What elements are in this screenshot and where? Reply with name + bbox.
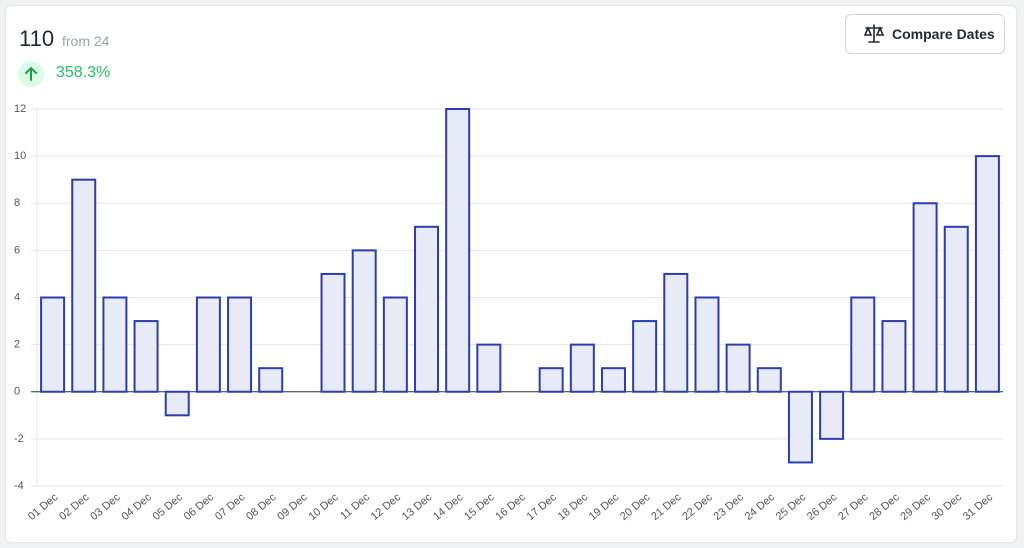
y-tick-label: 2 bbox=[14, 339, 20, 351]
arrow-svg bbox=[25, 66, 37, 81]
bar bbox=[476, 343, 502, 393]
previous-value: from 24 bbox=[62, 33, 110, 49]
up-arrow-icon bbox=[18, 61, 44, 87]
y-tick-label: -4 bbox=[14, 480, 24, 492]
bar bbox=[40, 296, 66, 393]
bar bbox=[445, 108, 471, 393]
bar bbox=[382, 296, 408, 393]
bar bbox=[133, 320, 159, 393]
card: 110 from 24 358.3% Compare Dates bbox=[5, 5, 1017, 543]
bar bbox=[787, 390, 813, 464]
bar bbox=[632, 320, 658, 393]
x-tick-label: 02 Dec bbox=[57, 491, 92, 523]
bar bbox=[974, 155, 1000, 393]
x-tick-label: 17 Dec bbox=[525, 491, 560, 523]
x-tick-label: 07 Dec bbox=[213, 491, 248, 523]
bar bbox=[414, 225, 440, 393]
x-tick-label: 14 Dec bbox=[431, 491, 466, 523]
bar bbox=[912, 202, 938, 393]
bar bbox=[538, 367, 564, 393]
x-tick-label: 12 Dec bbox=[369, 491, 404, 523]
x-tick-label: 08 Dec bbox=[244, 491, 279, 523]
bar bbox=[600, 367, 626, 393]
total-value: 110 bbox=[19, 26, 55, 51]
scale-icon bbox=[863, 24, 885, 43]
x-tick-label: 18 Dec bbox=[556, 491, 591, 523]
button-label: Compare Dates bbox=[892, 26, 995, 42]
x-tick-label: 30 Dec bbox=[930, 491, 965, 523]
x-tick-label: 27 Dec bbox=[836, 491, 871, 523]
x-tick-label: 16 Dec bbox=[493, 491, 528, 523]
bar bbox=[71, 178, 97, 393]
x-tick-label: 22 Dec bbox=[680, 491, 715, 523]
bar bbox=[351, 249, 377, 393]
x-tick-label: 03 Dec bbox=[88, 491, 123, 523]
x-tick-label: 04 Dec bbox=[119, 491, 154, 523]
x-tick-label: 19 Dec bbox=[587, 491, 622, 523]
change-percent: 358.3% bbox=[56, 64, 111, 81]
x-tick-label: 15 Dec bbox=[462, 491, 497, 523]
y-tick-label: 8 bbox=[14, 197, 20, 209]
bar bbox=[850, 296, 876, 393]
x-tick-label: 20 Dec bbox=[618, 491, 653, 523]
bar bbox=[102, 296, 128, 393]
bar bbox=[756, 367, 782, 393]
bar bbox=[943, 225, 969, 393]
bar bbox=[164, 390, 190, 417]
x-tick-label: 11 Dec bbox=[338, 491, 372, 522]
y-tick-label: 12 bbox=[14, 103, 26, 115]
x-tick-label: 21 Dec bbox=[649, 491, 684, 523]
bar bbox=[725, 343, 751, 393]
y-tick-label: 10 bbox=[14, 150, 26, 162]
bar bbox=[694, 296, 720, 393]
bar bbox=[663, 272, 689, 393]
x-tick-label: 31 Dec bbox=[961, 491, 996, 523]
x-tick-label: 05 Dec bbox=[151, 491, 186, 523]
x-tick-label: 25 Dec bbox=[774, 491, 809, 523]
x-tick-label: 23 Dec bbox=[712, 491, 747, 523]
x-tick-label: 13 Dec bbox=[400, 491, 435, 523]
bar bbox=[258, 367, 284, 393]
x-tick-label: 10 Dec bbox=[306, 491, 341, 523]
bar bbox=[320, 272, 346, 393]
x-tick-label: 09 Dec bbox=[275, 491, 310, 523]
bar bbox=[881, 320, 907, 393]
x-tick-label: 26 Dec bbox=[805, 491, 840, 523]
bar bbox=[569, 343, 595, 393]
y-tick-label: 0 bbox=[14, 386, 20, 398]
x-tick-label: 01 Dec bbox=[26, 491, 61, 523]
bar bbox=[819, 390, 845, 440]
bar bbox=[195, 296, 221, 393]
x-tick-label: 29 Dec bbox=[898, 491, 933, 523]
x-tick-label: 28 Dec bbox=[867, 491, 902, 523]
y-tick-label: 4 bbox=[14, 291, 20, 303]
y-tick-label: -2 bbox=[14, 433, 24, 445]
x-tick-label: 24 Dec bbox=[743, 491, 778, 523]
bar bbox=[227, 296, 253, 393]
x-tick-label: 06 Dec bbox=[182, 491, 217, 523]
y-tick-label: 6 bbox=[14, 244, 20, 256]
compare-dates-button[interactable]: Compare Dates bbox=[845, 14, 1005, 54]
